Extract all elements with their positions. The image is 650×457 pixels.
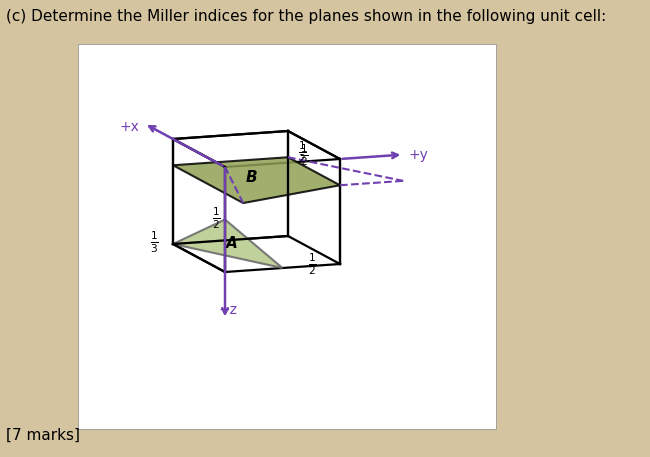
- Polygon shape: [173, 219, 283, 268]
- Text: (c) Determine the Miller indices for the planes shown in the following unit cell: (c) Determine the Miller indices for the…: [6, 9, 606, 24]
- Text: +z: +z: [218, 303, 237, 317]
- Text: $\frac{1}{2}$: $\frac{1}{2}$: [212, 206, 221, 231]
- Text: [7 marks]: [7 marks]: [6, 428, 80, 443]
- Text: +y: +y: [408, 148, 428, 162]
- Text: A: A: [226, 236, 238, 251]
- Text: $\frac{1}{3}$: $\frac{1}{3}$: [150, 229, 159, 255]
- FancyBboxPatch shape: [78, 44, 496, 429]
- Polygon shape: [173, 157, 340, 203]
- Text: $\frac{1}{2}$: $\frac{1}{2}$: [307, 251, 317, 277]
- Text: $\frac{1}{2}$: $\frac{1}{2}$: [300, 143, 309, 168]
- Text: +x: +x: [120, 120, 139, 133]
- Text: B: B: [245, 170, 257, 185]
- Text: $\frac{1}{2}$: $\frac{1}{2}$: [298, 139, 307, 165]
